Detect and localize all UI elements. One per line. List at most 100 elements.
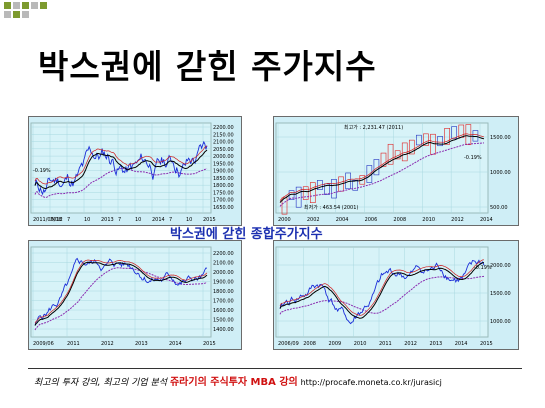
series-line-short xyxy=(34,145,208,185)
y-tick-label: 1900.00 xyxy=(213,169,234,175)
corner-decoration xyxy=(0,0,60,24)
x-tick-label: 7 xyxy=(169,217,172,223)
x-tick-label: 2012 xyxy=(404,341,417,347)
x-tick-label: 2013 xyxy=(430,341,443,347)
x-tick-label: 2009/06 xyxy=(33,341,54,347)
chart-top-left: 2200.00 2150.00 2100.00 2050.00 2000.00 1950.… xyxy=(28,116,242,226)
y-tick-label: 1900.00 xyxy=(213,280,234,286)
deco-square xyxy=(4,11,11,18)
y-tick-label: 2000.00 xyxy=(213,154,234,160)
candle-bar xyxy=(423,133,429,146)
candle-bar xyxy=(416,134,422,146)
chart-annotation: 최고가 : 2,231.47 (2011) xyxy=(344,124,403,131)
y-tick-label: 1500.00 xyxy=(490,291,511,297)
series-line-slow xyxy=(34,267,208,331)
y-tick-label: 1000.00 xyxy=(490,170,511,176)
chart-annotation: -0.19% xyxy=(33,168,51,174)
y-tick-label: 1750.00 xyxy=(213,190,234,196)
y-tick-label: 1600.00 xyxy=(213,308,234,314)
x-tick-label: 2009 xyxy=(329,341,342,347)
candle-bar xyxy=(359,175,366,185)
series-line-average xyxy=(34,261,208,326)
footer-divider xyxy=(28,368,522,369)
series-line-average xyxy=(34,149,208,190)
y-tick-label: 1500.00 xyxy=(213,318,234,324)
candle-bar xyxy=(352,179,359,191)
series-line-short xyxy=(34,259,208,324)
candle-bar xyxy=(380,152,387,167)
x-tick-label: 2011/05/18 xyxy=(33,217,62,223)
candle-bar xyxy=(281,197,288,215)
x-tick-label: 2014 xyxy=(480,217,493,223)
x-tick-label: 2008 xyxy=(393,217,406,223)
y-tick-label: 1700.00 xyxy=(213,198,234,204)
x-tick-label: 2012 xyxy=(50,217,63,223)
x-tick-label: 2004 xyxy=(336,217,349,223)
plot-area xyxy=(30,122,212,214)
deco-square xyxy=(4,2,11,9)
x-tick-label: 2014 xyxy=(455,341,468,347)
y-tick-label: 2050.00 xyxy=(213,147,234,153)
x-tick-label: 2014 xyxy=(152,217,165,223)
candle-bar xyxy=(309,182,316,203)
page-title: 박스권에 갇힌 주가지수 xyxy=(38,47,377,86)
chart-annotation: -0.19% xyxy=(474,265,492,271)
y-tick-label: 1700.00 xyxy=(213,299,234,305)
series-line-slow xyxy=(279,142,485,207)
x-tick-label: 10 xyxy=(84,217,90,223)
series-line-average xyxy=(279,135,485,203)
chart-bottom-left: 2200.00 2100.00 2000.00 1900.00 1800.00 1700.… xyxy=(28,240,242,350)
y-tick-label: 1800.00 xyxy=(213,183,234,189)
candle-bar xyxy=(331,179,337,199)
y-tick-label: 1800.00 xyxy=(213,289,234,295)
deco-square xyxy=(13,2,20,9)
y-tick-label: 500.00 xyxy=(490,205,508,211)
x-tick-label: 10 xyxy=(135,217,141,223)
plot-area xyxy=(30,246,212,338)
deco-square xyxy=(40,2,47,9)
x-tick-label: 2011 xyxy=(67,341,80,347)
candle-bar xyxy=(387,143,394,165)
chart-annotation: -0.19% xyxy=(464,155,482,161)
y-tick-label: 1850.00 xyxy=(213,176,234,182)
footer-url[interactable]: http://procafe.moneta.co.kr/jurasicj xyxy=(300,378,442,387)
x-tick-label: 2012 xyxy=(451,217,464,223)
chart-caption: 박스권에 갇힌 종합주가지수 xyxy=(170,227,323,242)
deco-square xyxy=(13,11,20,18)
candle-bar xyxy=(444,128,450,145)
x-tick-label: 2013 xyxy=(101,217,114,223)
series-line-price xyxy=(279,259,485,325)
footer-lead: 최고의 투자 강의, 최고의 기업 분석 xyxy=(34,378,168,388)
x-tick-label: 7 xyxy=(118,217,121,223)
series-line-price xyxy=(34,257,208,326)
series-line-slow xyxy=(279,275,485,315)
y-tick-label: 2150.00 xyxy=(213,132,234,138)
x-tick-label: 2015 xyxy=(203,341,216,347)
x-tick-label: 2015 xyxy=(480,341,493,347)
candle-bar xyxy=(472,130,479,142)
x-tick-label: 2015 xyxy=(203,217,216,223)
x-tick-label: 2012 xyxy=(101,341,114,347)
x-tick-label: 2006 xyxy=(365,217,378,223)
x-tick-label: 2013 xyxy=(135,341,148,347)
candle-bar xyxy=(437,136,443,147)
series-line-short xyxy=(279,259,485,316)
y-tick-label: 2100.00 xyxy=(213,261,234,267)
deco-square xyxy=(31,2,38,9)
x-tick-label: 2010 xyxy=(354,341,367,347)
candle-bar xyxy=(408,139,415,155)
x-tick-label: 2006/09 xyxy=(278,341,299,347)
y-tick-label: 1500.00 xyxy=(490,135,511,141)
x-tick-label: 7 xyxy=(67,217,70,223)
chart-top-right: 1500.00 1000.00 500.00 2000 2002 2004 2006 2008… xyxy=(273,116,519,226)
x-tick-label: 2010 xyxy=(422,217,435,223)
x-tick-label: 10 xyxy=(186,217,192,223)
y-tick-label: 2000.00 xyxy=(490,263,511,269)
deco-square xyxy=(22,2,29,9)
x-tick-label: 2008 xyxy=(303,341,316,347)
chart-annotation: 최저가 : 463.54 (2001) xyxy=(304,204,358,211)
series-line-short xyxy=(279,133,485,201)
footer: 최고의 투자 강의, 최고의 기업 분석 쥬라기의 주식투자 MBA 강의 ht… xyxy=(34,373,442,388)
deco-square xyxy=(22,11,29,18)
x-tick-label: 2000 xyxy=(278,217,291,223)
